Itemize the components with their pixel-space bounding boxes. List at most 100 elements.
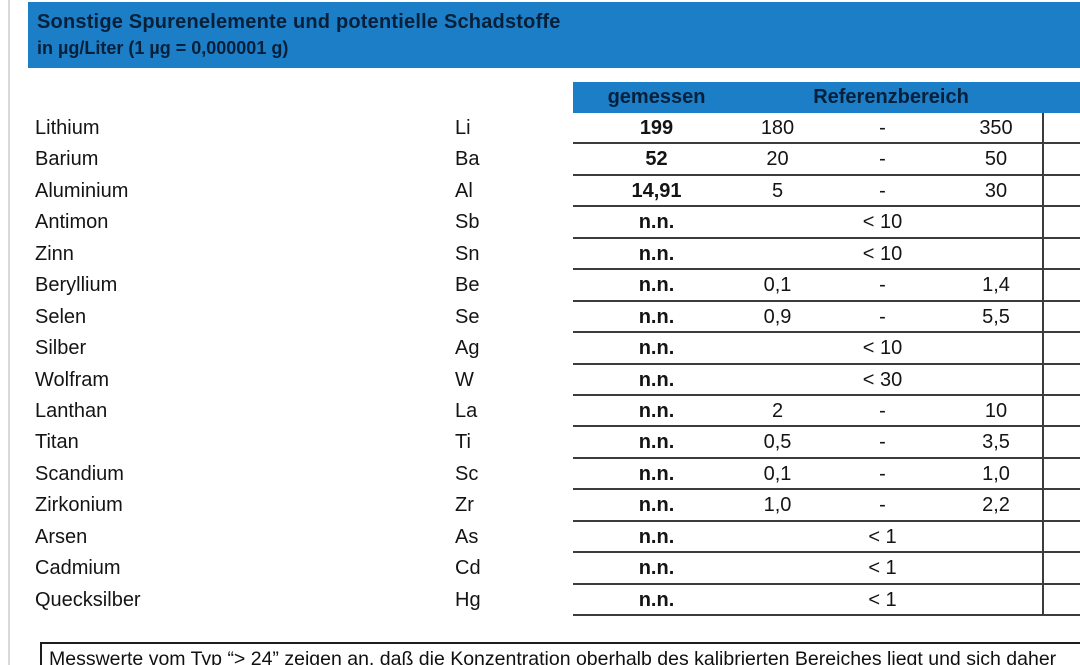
measured-value: n.n. [638, 557, 675, 580]
reference-max: 1,0 [982, 462, 1010, 485]
reference-limit: < 10 [862, 211, 903, 234]
measured-value: n.n. [638, 399, 675, 422]
element-symbol: Zr [455, 494, 474, 517]
row-divider-line [573, 331, 1080, 334]
reference-min: 20 [766, 148, 789, 171]
table-row: Titan Ti n.n. 0,5 - 3,5 [0, 427, 1080, 459]
table-row: Barium Ba 52 20 - 50 [0, 144, 1080, 176]
reference-dash: - [879, 274, 886, 297]
element-symbol: Cd [455, 557, 481, 580]
measured-value: n.n. [638, 588, 675, 611]
section-title: Sonstige Spurenelemente und potentielle … [37, 11, 561, 33]
measured-value: n.n. [638, 368, 675, 391]
reference-max: 5,5 [982, 305, 1010, 328]
reference-dash: - [879, 148, 886, 171]
table-row: Silber Ag n.n. < 10 [0, 333, 1080, 365]
element-symbol: Be [455, 274, 480, 297]
table-header-band: gemessen Referenzbereich [573, 82, 1080, 113]
element-name: Zinn [35, 242, 74, 265]
reference-min: 1,0 [763, 494, 792, 517]
element-name: Aluminium [35, 179, 129, 202]
table-row: Zinn Sn n.n. < 10 [0, 239, 1080, 271]
reference-dash: - [879, 494, 886, 517]
reference-min: 5 [771, 179, 784, 202]
element-symbol: Hg [455, 588, 481, 611]
element-name: Zirkonium [35, 494, 123, 517]
element-name: Beryllium [35, 274, 118, 297]
measured-value: n.n. [638, 305, 675, 328]
element-symbol: Ti [455, 431, 471, 454]
row-divider-line [573, 393, 1080, 396]
row-divider-line [573, 173, 1080, 176]
table-row: Zirkonium Zr n.n. 1,0 - 2,2 [0, 490, 1080, 522]
element-symbol: Li [455, 117, 471, 139]
row-divider-line [573, 519, 1080, 522]
element-name: Wolfram [35, 368, 110, 391]
reference-dash: - [879, 117, 886, 139]
table-row: Arsen As n.n. < 1 [0, 522, 1080, 554]
element-symbol: Sn [455, 242, 480, 265]
element-symbol: Sc [455, 462, 479, 485]
element-symbol: Ba [455, 148, 480, 171]
measured-value: n.n. [638, 494, 675, 517]
page-scan-edge [8, 0, 10, 665]
reference-dash: - [879, 399, 886, 422]
row-divider-line [573, 362, 1080, 365]
row-divider-line [573, 299, 1080, 302]
element-symbol: Al [455, 179, 473, 202]
row-divider-line [573, 142, 1080, 145]
element-name: Quecksilber [35, 588, 141, 611]
element-name: Lanthan [35, 399, 108, 422]
table-row: Lithium Li 199 180 - 350 [0, 113, 1080, 145]
measured-value: n.n. [638, 431, 675, 454]
table-row: Beryllium Be n.n. 0,1 - 1,4 [0, 270, 1080, 302]
reference-min: 0,1 [763, 462, 792, 485]
reference-dash: - [879, 305, 886, 328]
measured-value: 14,91 [631, 179, 682, 202]
table-row: Cadmium Cd n.n. < 1 [0, 553, 1080, 585]
reference-limit: < 30 [862, 368, 903, 391]
footnote-text: Messwerte vom Typ “> 24” zeigen an, daß … [49, 648, 1057, 665]
section-subtitle: in µg/Liter (1 µg = 0,000001 g) [37, 38, 289, 58]
row-divider-line [573, 456, 1080, 459]
element-symbol: W [455, 368, 474, 391]
element-name: Antimon [35, 211, 109, 234]
element-name: Lithium [35, 117, 100, 139]
reference-min: 180 [760, 117, 795, 139]
measured-value: n.n. [638, 337, 675, 360]
table-row: Scandium Sc n.n. 0,1 - 1,0 [0, 459, 1080, 491]
element-symbol: Ag [455, 337, 480, 360]
reference-max: 350 [979, 117, 1013, 139]
element-name: Arsen [35, 525, 88, 548]
measured-value: 199 [639, 117, 674, 139]
measured-value: n.n. [638, 242, 675, 265]
section-title-bar: Sonstige Spurenelemente und potentielle … [28, 2, 1080, 68]
element-symbol: La [455, 399, 478, 422]
reference-limit: < 1 [868, 557, 897, 580]
column-header-measured: gemessen [607, 86, 706, 108]
reference-limit: < 1 [868, 588, 897, 611]
table-row: Antimon Sb n.n. < 10 [0, 207, 1080, 239]
row-divider-line [573, 582, 1080, 585]
row-divider-line [573, 425, 1080, 428]
row-divider-line [573, 236, 1080, 239]
reference-min: 0,9 [763, 305, 792, 328]
table-row: Lanthan La n.n. 2 - 10 [0, 396, 1080, 428]
reference-max: 1,4 [982, 274, 1010, 297]
reference-max: 50 [984, 148, 1008, 171]
table-row: Wolfram W n.n. < 30 [0, 365, 1080, 396]
element-name: Barium [35, 148, 99, 171]
reference-min: 2 [771, 399, 784, 422]
table-right-divider [1042, 113, 1044, 616]
reference-dash: - [879, 179, 886, 202]
table-row: Aluminium Al 14,91 5 - 30 [0, 176, 1080, 208]
element-symbol: As [455, 525, 479, 548]
reference-max: 10 [984, 399, 1008, 422]
element-name: Titan [35, 431, 79, 454]
table-row: Selen Se n.n. 0,9 - 5,5 [0, 302, 1080, 334]
element-symbol: Se [455, 305, 480, 328]
reference-min: 0,1 [763, 274, 792, 297]
row-divider-line [573, 614, 1080, 616]
column-header-reference: Referenzbereich [813, 86, 969, 108]
row-divider-line [573, 268, 1080, 271]
